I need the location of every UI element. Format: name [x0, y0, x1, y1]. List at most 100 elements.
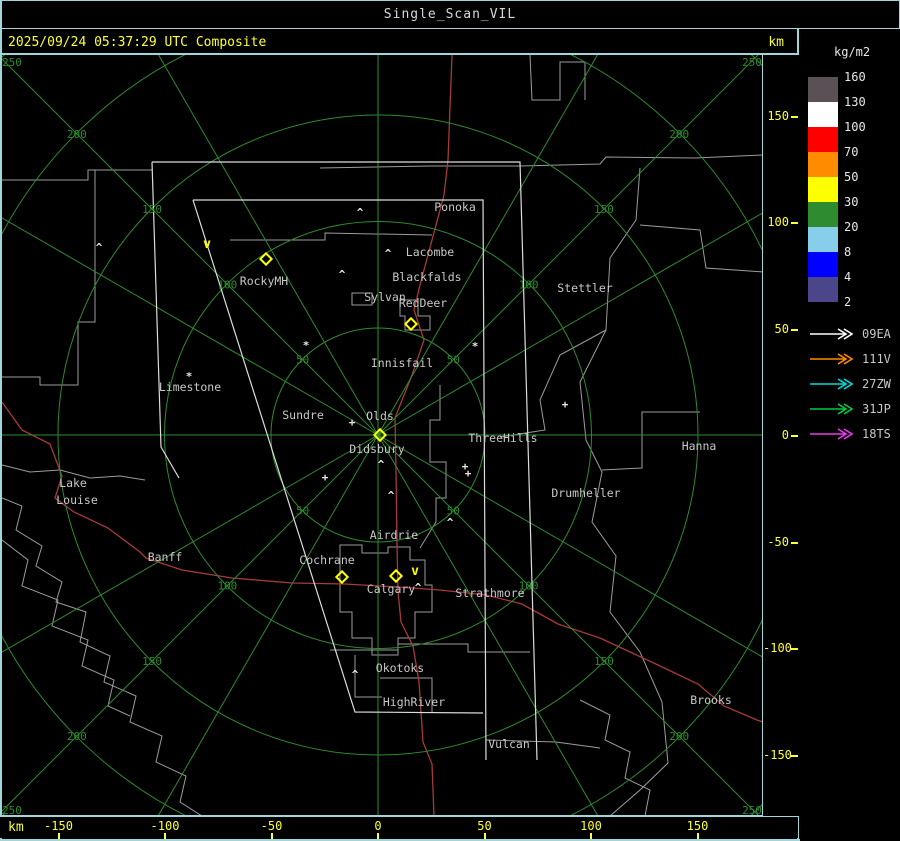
- legend-row: 09EA: [808, 326, 900, 342]
- svg-text:200: 200: [67, 730, 87, 743]
- colorbar-box: [808, 277, 838, 302]
- colorbar-box: [808, 77, 838, 102]
- town-label: Cochrane: [299, 553, 354, 567]
- svg-text:50: 50: [447, 354, 460, 367]
- svg-text:150: 150: [142, 203, 162, 216]
- bottom-axis-tick-label: -100: [150, 819, 180, 833]
- town-label: Airdrie: [370, 528, 419, 542]
- scan-sector-outlines: [151, 161, 538, 761]
- svg-text:+: +: [562, 398, 569, 411]
- range-ring-labels: 50 50 50 50 100 100 100 100 150 150 150 150 200 200 20…: [2, 56, 762, 815]
- radar-arrow-icon: [810, 328, 854, 340]
- town-label: ThreeHills: [468, 431, 537, 445]
- right-axis-tick: [791, 328, 798, 331]
- right-axis-tick: [791, 222, 798, 224]
- svg-text:^: ^: [339, 268, 346, 281]
- colorbar-tick-label: 50: [844, 170, 859, 184]
- svg-text:v: v: [203, 237, 211, 252]
- legend-panel: kg/m2 160 130 100 70 50 30 20 8 4 2 09EA 111V 27ZW 3…: [800, 29, 900, 841]
- colorbar-tick-label: 70: [844, 145, 859, 159]
- town-label: Ponoka: [434, 200, 476, 214]
- radar-site-label: 27ZW: [862, 377, 891, 391]
- radar-arrow-icon: [810, 403, 854, 415]
- town-label: Stettler: [557, 281, 612, 295]
- bottom-axis-tick-label: 50: [477, 819, 492, 833]
- town-label: Didsbury: [349, 442, 404, 456]
- radar-site-label: 18TS: [862, 427, 891, 441]
- right-axis-tick-label: 0: [781, 428, 789, 442]
- bottom-axis: km -150 -100 -50 0 50 100 150: [0, 817, 798, 839]
- colorbar-tick-label: 130: [844, 95, 866, 109]
- bottom-axis-tick-label: 100: [580, 819, 602, 833]
- bottom-axis-tick-label: -150: [44, 819, 73, 833]
- town-label: Blackfalds: [392, 270, 461, 284]
- svg-text:*: *: [472, 340, 479, 353]
- colorbar-box: [808, 252, 838, 277]
- bottom-axis-tick: [164, 833, 166, 839]
- town-label: Sylvan: [364, 290, 406, 304]
- colorbar-tick-label: 20: [844, 220, 859, 234]
- border-map-top: [0, 53, 798, 55]
- border-left: [0, 0, 2, 841]
- bottom-axis-tick: [590, 833, 592, 839]
- svg-text:+: +: [322, 471, 329, 484]
- right-axis-tick-label: -50: [767, 534, 789, 549]
- town-label: Louise: [56, 493, 98, 507]
- colorbar-box: [808, 102, 838, 127]
- window-title: Single_Scan_VIL: [383, 7, 517, 22]
- town-label: Lake: [59, 476, 87, 490]
- svg-text:50: 50: [447, 504, 460, 517]
- town-label: HighRiver: [383, 695, 445, 709]
- town-label: Vulcan: [488, 737, 530, 751]
- bottom-axis-tick: [57, 833, 60, 839]
- svg-text:^: ^: [447, 516, 454, 529]
- right-axis-tick: [791, 648, 798, 650]
- svg-text:100: 100: [217, 580, 237, 593]
- svg-text:50: 50: [296, 504, 309, 517]
- town-label: Okotoks: [376, 661, 424, 675]
- town-label: Innisfail: [371, 356, 433, 370]
- svg-text:150: 150: [594, 655, 614, 668]
- town-label: Brooks: [690, 693, 732, 707]
- svg-text:50: 50: [296, 354, 309, 367]
- svg-text:250: 250: [2, 804, 22, 815]
- highways: [2, 55, 762, 815]
- colorbar-tick-label: 4: [844, 270, 852, 284]
- svg-text:100: 100: [519, 580, 539, 593]
- bottom-axis-tick: [270, 833, 273, 839]
- svg-text:100: 100: [519, 278, 539, 291]
- right-axis-tick: [791, 541, 798, 544]
- bottom-axis-tick: [377, 833, 379, 839]
- right-axis-tick-label: 100: [767, 215, 789, 229]
- right-axis-tick-label: 50: [774, 321, 789, 336]
- colorbar-tick-label: 30: [844, 195, 859, 209]
- town-label: Hanna: [682, 439, 717, 453]
- town-label: RockyMH: [240, 274, 289, 288]
- colorbar-tick-label: 2: [844, 295, 852, 309]
- svg-text:^: ^: [378, 458, 385, 471]
- bottom-axis-tick: [696, 833, 699, 839]
- km-unit-bottom: km: [8, 820, 24, 835]
- bottom-axis-tick-label: 150: [686, 819, 709, 833]
- right-axis-tick: [791, 754, 798, 757]
- svg-text:^: ^: [96, 241, 103, 254]
- right-axis-tick: [791, 115, 798, 118]
- right-axis-tick-label: -100: [763, 641, 792, 655]
- radar-arrow-icon: [810, 378, 854, 390]
- svg-text:200: 200: [67, 128, 87, 141]
- town-label: Olds: [366, 409, 394, 423]
- svg-text:200: 200: [669, 730, 689, 743]
- svg-text:^: ^: [357, 206, 364, 219]
- svg-text:250: 250: [742, 804, 762, 815]
- radar-map[interactable]: 50 50 50 50 100 100 100 100 150 150 150 150 200 200 20…: [2, 55, 762, 815]
- town-label: Sundre: [282, 408, 324, 422]
- legend-row: 31JP: [808, 401, 900, 417]
- right-axis-tick-label: 150: [767, 108, 789, 123]
- svg-text:^: ^: [352, 668, 359, 681]
- town-label: Calgary: [367, 582, 416, 596]
- colorbar-tick-label: 8: [844, 245, 852, 259]
- colorbar-tick-label: 160: [844, 70, 866, 84]
- town-label: Banff: [148, 550, 183, 564]
- svg-text:250: 250: [2, 56, 22, 69]
- svg-text:150: 150: [594, 203, 614, 216]
